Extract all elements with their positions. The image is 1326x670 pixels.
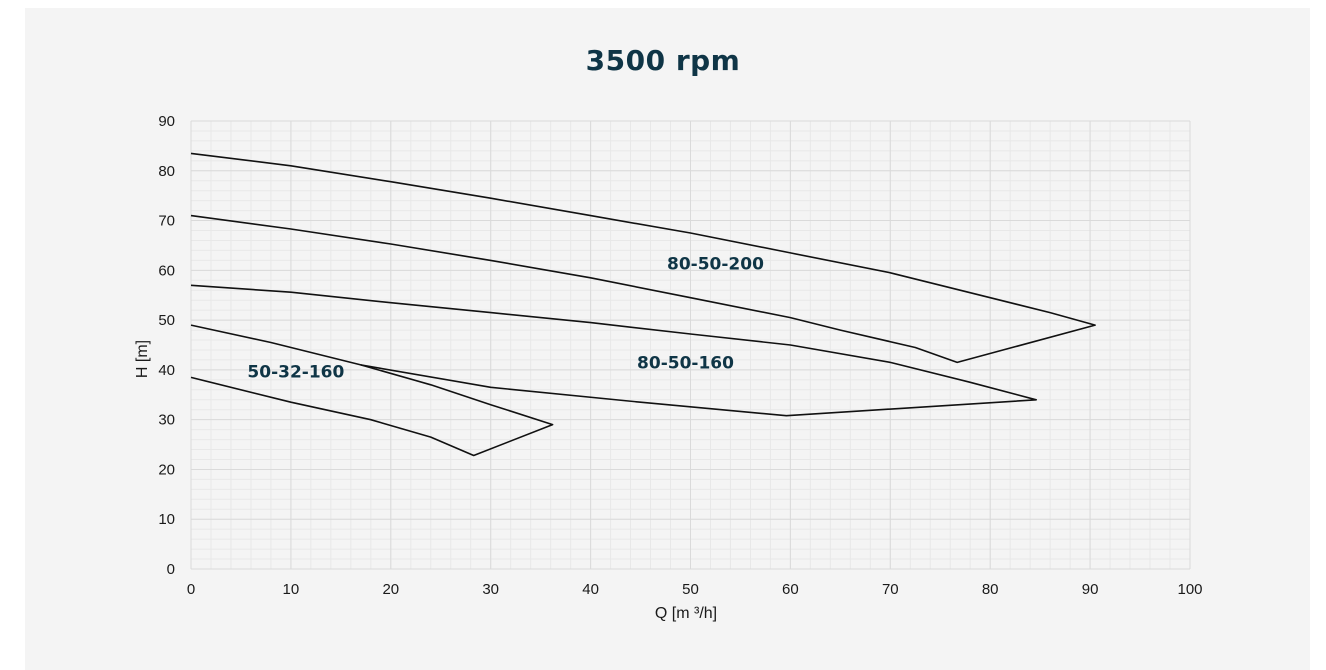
curve-label-80-50-160: 80-50-160 bbox=[637, 353, 734, 373]
y-tick-label: 20 bbox=[158, 461, 175, 478]
x-axis-label: Q [m ³/h] bbox=[655, 605, 717, 622]
chart-panel bbox=[25, 8, 1310, 670]
y-tick-label: 80 bbox=[158, 163, 175, 180]
y-tick-label: 0 bbox=[167, 561, 175, 578]
x-tick-label: 100 bbox=[1177, 581, 1202, 598]
x-tick-label: 0 bbox=[187, 581, 195, 598]
y-tick-label: 50 bbox=[158, 312, 175, 329]
x-tick-label: 40 bbox=[582, 581, 599, 598]
curve-50-32-160 bbox=[190, 324, 554, 457]
curve-label-80-50-200: 80-50-200 bbox=[667, 254, 764, 274]
y-tick-label: 10 bbox=[158, 511, 175, 528]
x-tick-label: 70 bbox=[882, 581, 899, 598]
x-tick-label: 30 bbox=[482, 581, 499, 598]
x-tick-label: 50 bbox=[682, 581, 699, 598]
curve-label-50-32-160: 50-32-160 bbox=[247, 362, 344, 382]
x-axis-ticks: 0 10 20 30 40 50 60 70 80 90 100 bbox=[187, 581, 1203, 598]
curve-labels: 50-32-160 80-50-160 80-50-200 bbox=[247, 254, 764, 382]
curve-80-50-160 bbox=[190, 284, 1037, 417]
x-tick-label: 20 bbox=[382, 581, 399, 598]
y-axis-label: H [m] bbox=[134, 340, 151, 378]
pump-curves bbox=[190, 152, 1096, 457]
y-tick-label: 60 bbox=[158, 262, 175, 279]
major-grid bbox=[190, 120, 1191, 570]
x-tick-label: 60 bbox=[782, 581, 799, 598]
x-tick-label: 90 bbox=[1082, 581, 1099, 598]
y-tick-label: 70 bbox=[158, 213, 175, 230]
x-tick-label: 10 bbox=[283, 581, 300, 598]
y-tick-label: 40 bbox=[158, 362, 175, 379]
y-axis-ticks: 0 10 20 30 40 50 60 70 80 90 bbox=[158, 113, 175, 578]
y-tick-label: 30 bbox=[158, 412, 175, 429]
curve-80-50-200 bbox=[190, 152, 1096, 364]
chart-title: 3500 rpm bbox=[585, 44, 741, 77]
x-tick-label: 80 bbox=[982, 581, 999, 598]
y-tick-label: 90 bbox=[158, 113, 175, 130]
